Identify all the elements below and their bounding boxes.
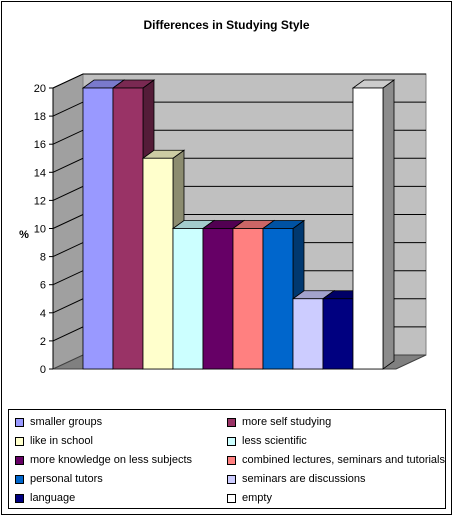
legend-label: language: [30, 492, 76, 504]
legend-swatch: [15, 474, 24, 484]
gridline: [52, 73, 426, 89]
y-tick-label: 20: [34, 83, 46, 95]
legend-item: more self studying: [227, 413, 331, 431]
legend-item: seminars are discussions: [227, 470, 366, 488]
y-tick-label: 6: [40, 280, 46, 292]
legend-label: seminars are discussions: [242, 473, 366, 485]
chart-title: Differences in Studying Style: [143, 18, 310, 32]
legend: smaller groups more self studying like in …: [8, 409, 446, 509]
legend-swatch: [15, 493, 24, 503]
legend-item: like in school: [15, 432, 93, 450]
legend-swatch: [227, 493, 236, 503]
y-tick-label: 12: [34, 195, 46, 207]
legend-swatch: [15, 455, 24, 465]
legend-swatch: [227, 417, 236, 427]
y-tick-label: 10: [34, 224, 46, 236]
legend-swatch: [227, 436, 236, 446]
legend-swatch: [227, 455, 236, 465]
legend-item: personal tutors: [15, 470, 103, 488]
y-tick-label: 4: [40, 308, 46, 320]
legend-label: more self studying: [242, 416, 332, 428]
legend-item: empty: [227, 489, 272, 507]
y-tick-label: 2: [40, 336, 46, 348]
legend-label: combined lectures, seminars and tutorial…: [242, 454, 445, 466]
bar-empty: [351, 79, 396, 370]
y-axis-label: %: [19, 229, 29, 241]
legend-item: less scientific: [227, 432, 307, 450]
legend-swatch: [15, 436, 24, 446]
y-tick-label: 0: [40, 364, 46, 376]
legend-swatch: [15, 417, 24, 427]
legend-item: combined lectures, seminars and tutorial…: [227, 451, 445, 469]
legend-label: like in school: [30, 435, 93, 447]
legend-label: personal tutors: [30, 473, 103, 485]
y-tick-label: 14: [34, 167, 46, 179]
legend-label: more knowledge on less subjects: [30, 454, 193, 466]
legend-item: more knowledge on less subjects: [15, 451, 192, 469]
legend-item: language: [15, 489, 75, 507]
legend-label: less scientific: [242, 435, 307, 447]
bar-chart: 0 2 4 6 8 10 12 14 16 18 20%: [19, 73, 427, 376]
legend-label: empty: [242, 492, 272, 504]
y-tick-label: 8: [40, 252, 46, 264]
y-tick-label: 18: [34, 111, 46, 123]
legend-swatch: [227, 474, 236, 484]
y-tick-label: 16: [34, 139, 46, 151]
legend-label: smaller groups: [30, 416, 103, 428]
legend-item: smaller groups: [15, 413, 102, 431]
